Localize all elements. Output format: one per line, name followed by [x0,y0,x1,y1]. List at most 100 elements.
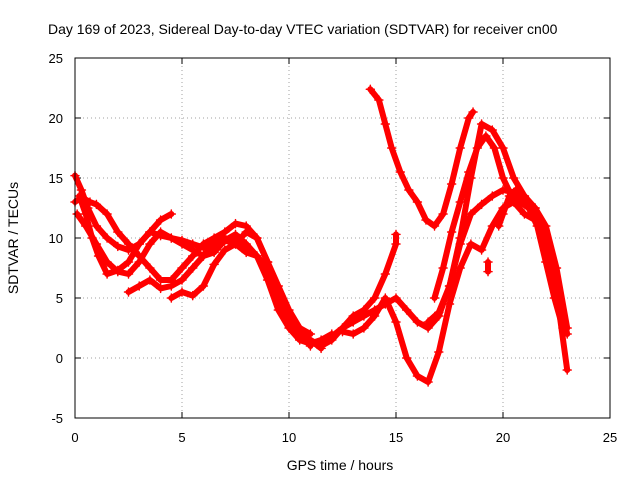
data-point [316,341,326,351]
data-point [145,275,155,285]
y-tick-label: 10 [49,231,63,246]
data-point [198,251,209,261]
data-point [483,266,493,277]
data-point [305,341,316,351]
data-point [209,239,219,249]
data-point [209,247,219,258]
x-tick-label: 10 [282,430,296,445]
data-point [519,209,530,219]
y-tick-label: -5 [51,411,63,426]
data-point [438,209,448,219]
data-point [380,269,391,279]
data-point [113,227,123,237]
data-point [380,119,391,129]
data-point [198,242,209,253]
data-point [102,209,112,219]
data-point [241,247,251,258]
data-point [145,239,155,249]
data-point [412,197,423,207]
data-point [476,119,487,129]
data-point [284,323,294,333]
data-point [498,173,508,183]
data-point [252,251,262,261]
x-tick-label: 25 [603,430,617,445]
data-point [476,245,487,255]
data-point [209,259,219,270]
data-point [230,239,241,249]
data-point [273,281,284,291]
data-point [348,311,358,321]
data-point [455,233,465,243]
data-point [91,199,102,210]
data-point [155,230,166,241]
data-point [504,191,515,201]
data-point [438,263,448,273]
data-point [532,221,542,231]
data-point [123,257,134,267]
data-point [187,239,198,249]
data-point [515,197,525,207]
data-point [166,209,177,219]
y-tick-label: 25 [49,51,63,66]
data-point [464,113,474,123]
data-point [412,317,423,327]
data-point [562,365,572,375]
data-point [93,251,104,261]
data-point [284,305,294,315]
series-track-6 [168,229,314,349]
data-point [374,95,384,105]
data-point [241,227,251,237]
markers-track-7 [316,229,401,351]
data-point [198,281,209,291]
data-point [455,197,465,207]
data-point [166,281,177,291]
data-point [230,218,241,229]
markers-track-9 [365,84,478,231]
data-point [466,209,476,219]
data-point [134,239,144,249]
data-point [123,269,134,279]
data-point [155,275,166,285]
x-axis-label: GPS time / hours [287,457,394,473]
data-point [429,293,440,303]
x-tick-label: 15 [389,430,403,445]
data-point [262,257,273,267]
data-point [166,293,177,303]
data-point [85,197,95,207]
data-point [155,283,166,294]
data-point [102,233,112,243]
data-point [359,323,369,333]
data-point [177,263,187,273]
data-point [412,371,423,381]
x-tick-label: 5 [178,430,185,445]
data-point [177,275,187,285]
data-point [365,84,376,94]
data-point [421,215,431,225]
data-point [155,215,166,225]
data-point [446,179,457,189]
data-point [327,331,337,342]
x-tick-label: 20 [496,430,510,445]
data-point [519,191,530,201]
markers-track-2 [70,185,572,351]
data-point [166,233,177,243]
data-point [123,287,134,297]
data-point [391,239,401,249]
data-point [359,305,369,315]
chart-title: Day 169 of 2023, Sidereal Day-to-day VTE… [48,21,558,37]
data-point [487,125,498,135]
data-point [434,307,444,318]
data-point [386,143,397,153]
data-point [87,233,97,243]
data-point [446,227,457,237]
markers-track-13 [483,257,493,277]
data-point [444,299,455,309]
data-point [80,209,91,219]
y-tick-label: 15 [49,171,63,186]
data-point [429,221,440,231]
data-point [252,233,262,243]
data-point [294,323,305,333]
series-group [70,84,572,387]
data-point [404,185,414,195]
data-point [177,235,187,246]
